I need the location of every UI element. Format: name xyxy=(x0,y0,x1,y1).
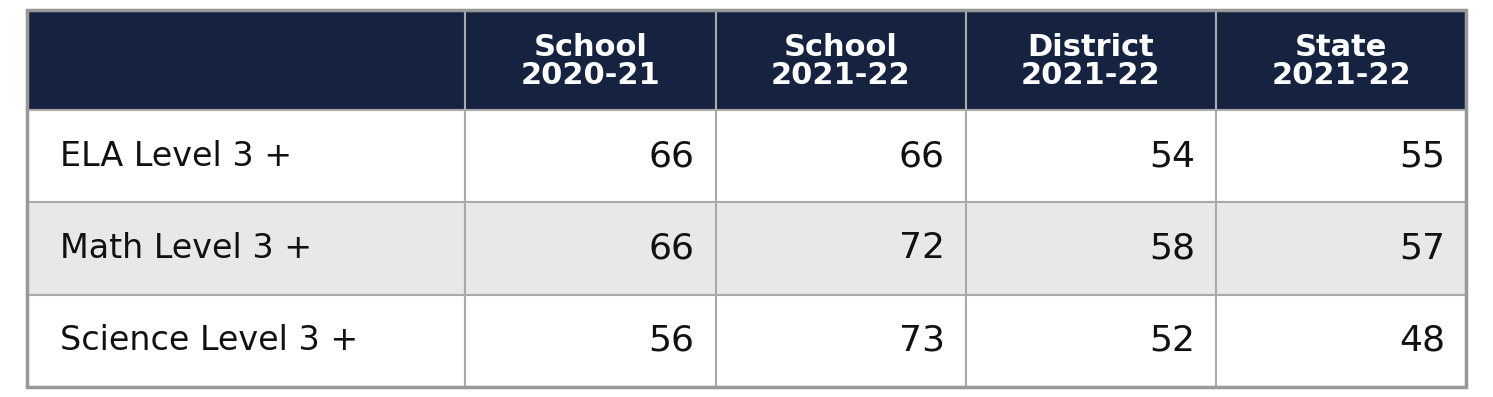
Text: Science Level 3 +: Science Level 3 + xyxy=(60,324,358,357)
Bar xyxy=(966,110,1215,202)
Text: ELA Level 3 +: ELA Level 3 + xyxy=(60,140,291,173)
Bar xyxy=(715,110,966,202)
Bar xyxy=(27,295,466,387)
Bar xyxy=(715,202,966,295)
Bar xyxy=(466,202,715,295)
Text: 72: 72 xyxy=(899,231,945,266)
Bar xyxy=(466,10,715,110)
Text: School: School xyxy=(784,33,897,62)
Text: 55: 55 xyxy=(1399,139,1445,173)
Text: 56: 56 xyxy=(648,324,694,358)
Text: 54: 54 xyxy=(1150,139,1194,173)
Bar xyxy=(1215,10,1466,110)
Bar xyxy=(715,295,966,387)
Text: 52: 52 xyxy=(1150,324,1194,358)
Text: 48: 48 xyxy=(1399,324,1445,358)
Bar xyxy=(715,10,966,110)
Bar xyxy=(1215,110,1466,202)
Bar xyxy=(27,202,466,295)
Bar xyxy=(27,110,466,202)
Bar xyxy=(466,295,715,387)
Text: State: State xyxy=(1294,33,1387,62)
Text: 2021-22: 2021-22 xyxy=(1271,62,1411,91)
Bar xyxy=(466,110,715,202)
Text: 2021-22: 2021-22 xyxy=(1021,62,1160,91)
Text: 2020-21: 2020-21 xyxy=(521,62,660,91)
Text: 66: 66 xyxy=(899,139,945,173)
Bar xyxy=(27,10,466,110)
Text: School: School xyxy=(533,33,648,62)
Text: 57: 57 xyxy=(1399,231,1445,266)
Text: 58: 58 xyxy=(1150,231,1194,266)
Bar xyxy=(966,295,1215,387)
Bar xyxy=(966,10,1215,110)
Text: 66: 66 xyxy=(648,231,694,266)
Text: 73: 73 xyxy=(899,324,945,358)
Text: 66: 66 xyxy=(648,139,694,173)
Text: Math Level 3 +: Math Level 3 + xyxy=(60,232,312,265)
Bar xyxy=(1215,295,1466,387)
Bar xyxy=(966,202,1215,295)
Text: 2021-22: 2021-22 xyxy=(770,62,911,91)
Bar xyxy=(1215,202,1466,295)
Text: District: District xyxy=(1027,33,1154,62)
